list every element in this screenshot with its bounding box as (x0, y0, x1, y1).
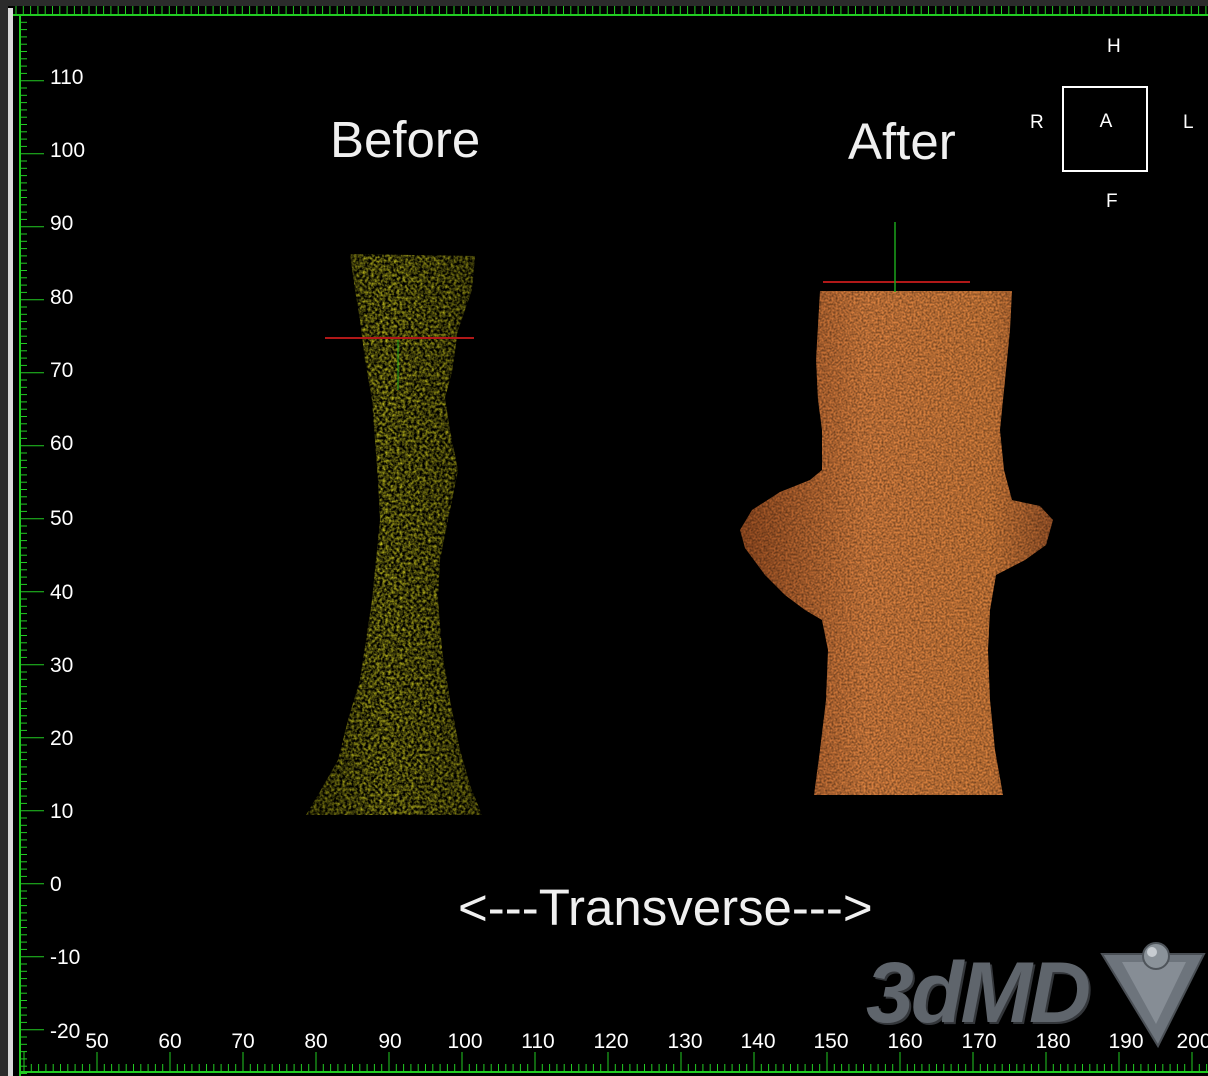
y-tick-label: 40 (50, 581, 74, 604)
orientation-cube[interactable]: A (1062, 86, 1148, 172)
orientation-right-label: L (1183, 112, 1194, 133)
y-tick-label: 100 (50, 139, 86, 162)
window-left-border (8, 8, 13, 1076)
x-tick-label: 50 (85, 1030, 109, 1053)
x-tick-label: 180 (1035, 1030, 1071, 1053)
before-airway-shape (306, 254, 482, 815)
y-tick-label: -10 (50, 946, 81, 969)
x-tick-label: 190 (1108, 1030, 1144, 1053)
y-tick-label: 110 (50, 66, 84, 89)
top-ruler (13, 6, 1208, 16)
watermark-text: 3dMD (866, 945, 1091, 1041)
x-tick-label: 140 (740, 1030, 776, 1053)
x-tick-label: 170 (961, 1030, 997, 1053)
window-top-frame (0, 0, 1208, 6)
after-airway-shape (740, 291, 1053, 795)
x-tick-label: 130 (667, 1030, 703, 1053)
x-tick-label: 120 (593, 1030, 629, 1053)
window-left-frame (0, 0, 8, 1076)
transverse-direction-label: <---Transverse---> (458, 879, 873, 936)
x-tick-label: 80 (304, 1030, 328, 1053)
y-tick-label: 10 (50, 800, 74, 823)
x-tick-label: 110 (521, 1030, 555, 1053)
orientation-left-label: R (1030, 112, 1044, 133)
x-tick-label: 90 (378, 1030, 402, 1053)
orientation-center-label: A (1099, 111, 1113, 132)
x-tick-label: 60 (158, 1030, 182, 1053)
y-tick-label: 20 (50, 727, 74, 750)
bottom-ruler (20, 1052, 1208, 1073)
3dmd-logo-icon (1100, 942, 1206, 1049)
y-tick-label: 0 (50, 873, 62, 896)
y-tick-label: 80 (50, 286, 74, 309)
x-tick-label: 70 (231, 1030, 255, 1053)
y-tick-label: 50 (50, 507, 74, 530)
x-tick-label: 200 (1176, 1030, 1208, 1053)
orientation-top-label: H (1107, 36, 1121, 57)
after-label: After (848, 113, 956, 170)
y-tick-label: -20 (50, 1020, 81, 1043)
x-tick-label: 150 (813, 1030, 849, 1053)
y-tick-label: 90 (50, 212, 74, 235)
y-tick-label: 60 (50, 432, 74, 455)
y-tick-label: 70 (50, 359, 74, 382)
orientation-bottom-label: F (1106, 191, 1118, 212)
x-tick-label: 100 (447, 1030, 483, 1053)
before-label: Before (330, 111, 481, 168)
x-tick-label: 160 (887, 1030, 923, 1053)
y-tick-label: 30 (50, 654, 74, 677)
